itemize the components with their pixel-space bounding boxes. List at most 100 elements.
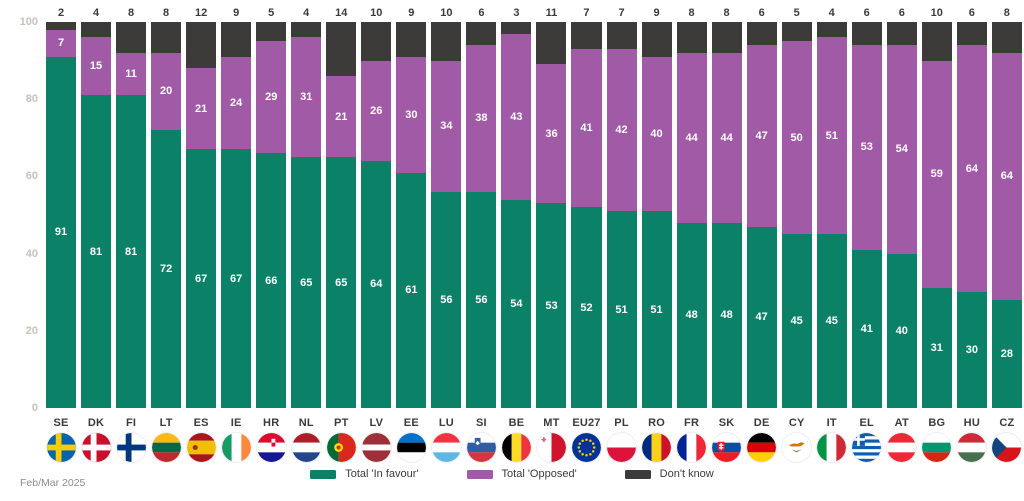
stacked-bar: 42 51 — [606, 22, 637, 408]
bar-column: 12 21 67 ES — [186, 4, 217, 462]
dont-know-value-label: 6 — [758, 7, 765, 19]
legend-swatch-icon — [624, 469, 651, 479]
stacked-bar: 44 48 — [676, 22, 707, 408]
dont-know-value-label: 5 — [793, 7, 800, 19]
bar-segment-dont-know — [256, 22, 287, 42]
country-code-label: ES — [193, 417, 209, 429]
legend-item: Don't know — [624, 468, 714, 480]
eu27-flag-icon — [571, 433, 601, 462]
segment-value-label: 36 — [545, 127, 558, 140]
bar-segment-in-favour: 81 — [116, 95, 147, 408]
mt-flag-icon — [536, 433, 566, 462]
bar-segment-in-favour: 61 — [396, 172, 427, 408]
country-flag — [81, 433, 111, 462]
dont-know-value-label: 10 — [440, 7, 453, 19]
dont-know-value-label: 8 — [1003, 7, 1010, 19]
stacked-bar: 54 40 — [886, 22, 917, 408]
stacked-bar: 64 30 — [956, 22, 987, 408]
nl-flag-icon — [291, 433, 321, 462]
bar-segment-opposed: 36 — [536, 64, 567, 204]
country-flag — [536, 433, 566, 462]
country-code-label: PT — [334, 417, 349, 429]
bar-segment-opposed: 54 — [886, 45, 917, 254]
segment-value-label: 64 — [965, 162, 978, 175]
bar-column: 8 44 48 SK — [711, 4, 742, 462]
bar-segment-in-favour: 28 — [991, 299, 1022, 408]
stacked-bar: 64 28 — [991, 22, 1022, 408]
segment-value-label: 40 — [650, 127, 663, 140]
bar-segment-opposed: 64 — [991, 52, 1022, 300]
dont-know-value-label: 14 — [335, 7, 348, 19]
bar-column: 8 20 72 LT — [151, 4, 182, 462]
bar-segment-dont-know — [571, 22, 602, 50]
country-code-label: LV — [369, 417, 384, 429]
ytick-label: 20 — [25, 324, 38, 337]
segment-value-label: 34 — [440, 120, 453, 133]
legend-item: Total 'Opposed' — [466, 468, 577, 480]
bar-segment-dont-know — [431, 22, 462, 61]
stacked-bar: 47 47 — [746, 22, 777, 408]
bar-segment-opposed: 51 — [816, 37, 847, 235]
segment-value-label: 48 — [685, 309, 698, 322]
segment-value-label: 43 — [510, 110, 523, 123]
dont-know-value-label: 6 — [968, 7, 975, 19]
dont-know-value-label: 6 — [478, 7, 485, 19]
country-code-label: HU — [963, 417, 980, 429]
ytick-label: 40 — [25, 247, 38, 260]
segment-value-label: 45 — [825, 315, 838, 328]
lu-flag-icon — [431, 433, 461, 462]
stacked-bar: 20 72 — [151, 22, 182, 408]
country-flag — [642, 433, 672, 462]
bar-segment-dont-know — [956, 22, 987, 46]
country-code-label: AT — [894, 417, 909, 429]
dont-know-value-label: 6 — [863, 7, 870, 19]
segment-value-label: 30 — [965, 344, 978, 357]
bar-segment-in-favour: 67 — [221, 149, 252, 408]
bar-column: 9 40 51 RO — [641, 4, 672, 462]
bar-segment-dont-know — [781, 22, 812, 42]
segment-value-label: 91 — [54, 226, 68, 239]
stacked-bar: 50 45 — [781, 22, 812, 408]
dk-flag-icon — [81, 433, 111, 462]
segment-value-label: 52 — [580, 301, 593, 314]
dont-know-value-label: 2 — [57, 7, 65, 19]
cz-flag-icon — [992, 433, 1022, 462]
bar-column: 6 47 47 DE — [746, 4, 777, 462]
bar-segment-opposed: 59 — [921, 60, 952, 289]
bar-segment-opposed: 11 — [116, 52, 147, 96]
hu-flag-icon — [957, 433, 987, 462]
bar-segment-in-favour: 47 — [746, 226, 777, 408]
segment-value-label: 29 — [265, 91, 278, 104]
bar-column: 10 34 56 LU — [431, 4, 462, 462]
bar-segment-dont-know — [816, 22, 847, 38]
segment-value-label: 24 — [230, 97, 243, 110]
bar-segment-opposed: 42 — [606, 49, 637, 212]
segment-value-label: 54 — [895, 143, 908, 156]
bar-segment-opposed: 21 — [186, 68, 217, 150]
bar-column: 2 7 91 SE — [46, 4, 77, 462]
country-code-label: DE — [753, 417, 770, 429]
bar-segment-opposed: 43 — [501, 33, 532, 200]
dont-know-value-label: 4 — [303, 7, 310, 19]
hr-flag-icon — [256, 433, 286, 462]
legend-item: Total 'In favour' — [310, 468, 419, 480]
bar-segment-opposed: 34 — [431, 60, 462, 192]
country-code-label: SI — [475, 417, 487, 429]
se-flag-icon — [46, 433, 76, 462]
stacked-bar: 11 81 — [116, 22, 147, 408]
segment-value-label: 38 — [475, 112, 488, 125]
country-code-label: FI — [125, 417, 137, 429]
segment-value-label: 31 — [300, 91, 313, 104]
bar-segment-in-favour: 41 — [851, 249, 882, 408]
bar-segment-dont-know — [81, 22, 112, 38]
bar-segment-dont-know — [851, 22, 882, 46]
dont-know-value-label: 5 — [268, 7, 275, 19]
bar-segment-opposed: 20 — [151, 52, 182, 131]
country-code-label: BE — [508, 417, 525, 429]
country-code-label: EL — [859, 417, 874, 429]
bar-column: 8 11 81 FI — [116, 4, 147, 462]
segment-value-label: 26 — [370, 104, 383, 117]
de-flag-icon — [747, 433, 777, 462]
segment-value-label: 65 — [300, 276, 313, 289]
